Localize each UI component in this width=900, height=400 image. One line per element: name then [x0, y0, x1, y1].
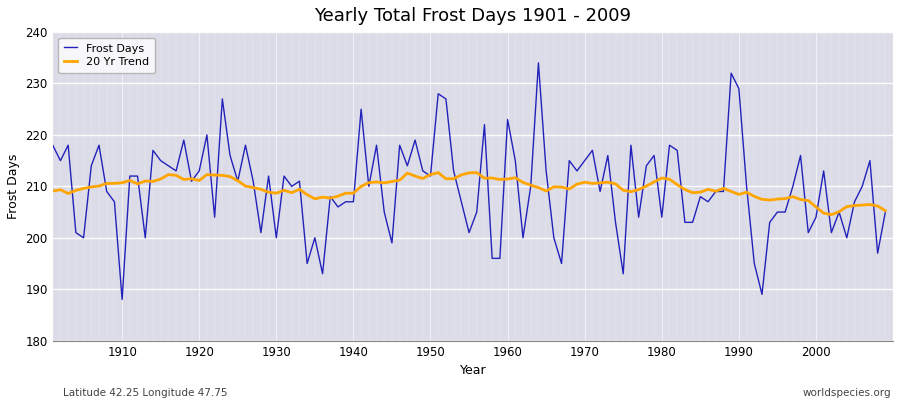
20 Yr Trend: [325, 196, 336, 200]
Frost Days: [510, 158, 521, 163]
Frost Days: [610, 220, 621, 225]
Y-axis label: Frost Days: Frost Days: [7, 154, 20, 219]
Line: Frost Days: Frost Days: [53, 63, 886, 300]
20 Yr Trend: [109, 181, 120, 186]
Frost Days: [109, 199, 120, 204]
Frost Days: [880, 210, 891, 214]
Frost Days: [286, 184, 297, 189]
Frost Days: [502, 117, 513, 122]
20 Yr Trend: [880, 208, 891, 213]
Frost Days: [333, 204, 344, 209]
20 Yr Trend: [826, 212, 837, 217]
20 Yr Trend: [48, 189, 58, 194]
20 Yr Trend: [602, 180, 613, 184]
Frost Days: [117, 297, 128, 302]
20 Yr Trend: [279, 188, 290, 193]
20 Yr Trend: [510, 175, 521, 180]
20 Yr Trend: [502, 177, 513, 182]
Frost Days: [533, 60, 544, 65]
Title: Yearly Total Frost Days 1901 - 2009: Yearly Total Frost Days 1901 - 2009: [314, 7, 632, 25]
Text: Latitude 42.25 Longitude 47.75: Latitude 42.25 Longitude 47.75: [63, 388, 228, 398]
Frost Days: [48, 143, 58, 148]
Legend: Frost Days, 20 Yr Trend: Frost Days, 20 Yr Trend: [58, 38, 155, 73]
20 Yr Trend: [433, 170, 444, 175]
Line: 20 Yr Trend: 20 Yr Trend: [53, 173, 886, 215]
Text: worldspecies.org: worldspecies.org: [803, 388, 891, 398]
X-axis label: Year: Year: [460, 364, 486, 377]
